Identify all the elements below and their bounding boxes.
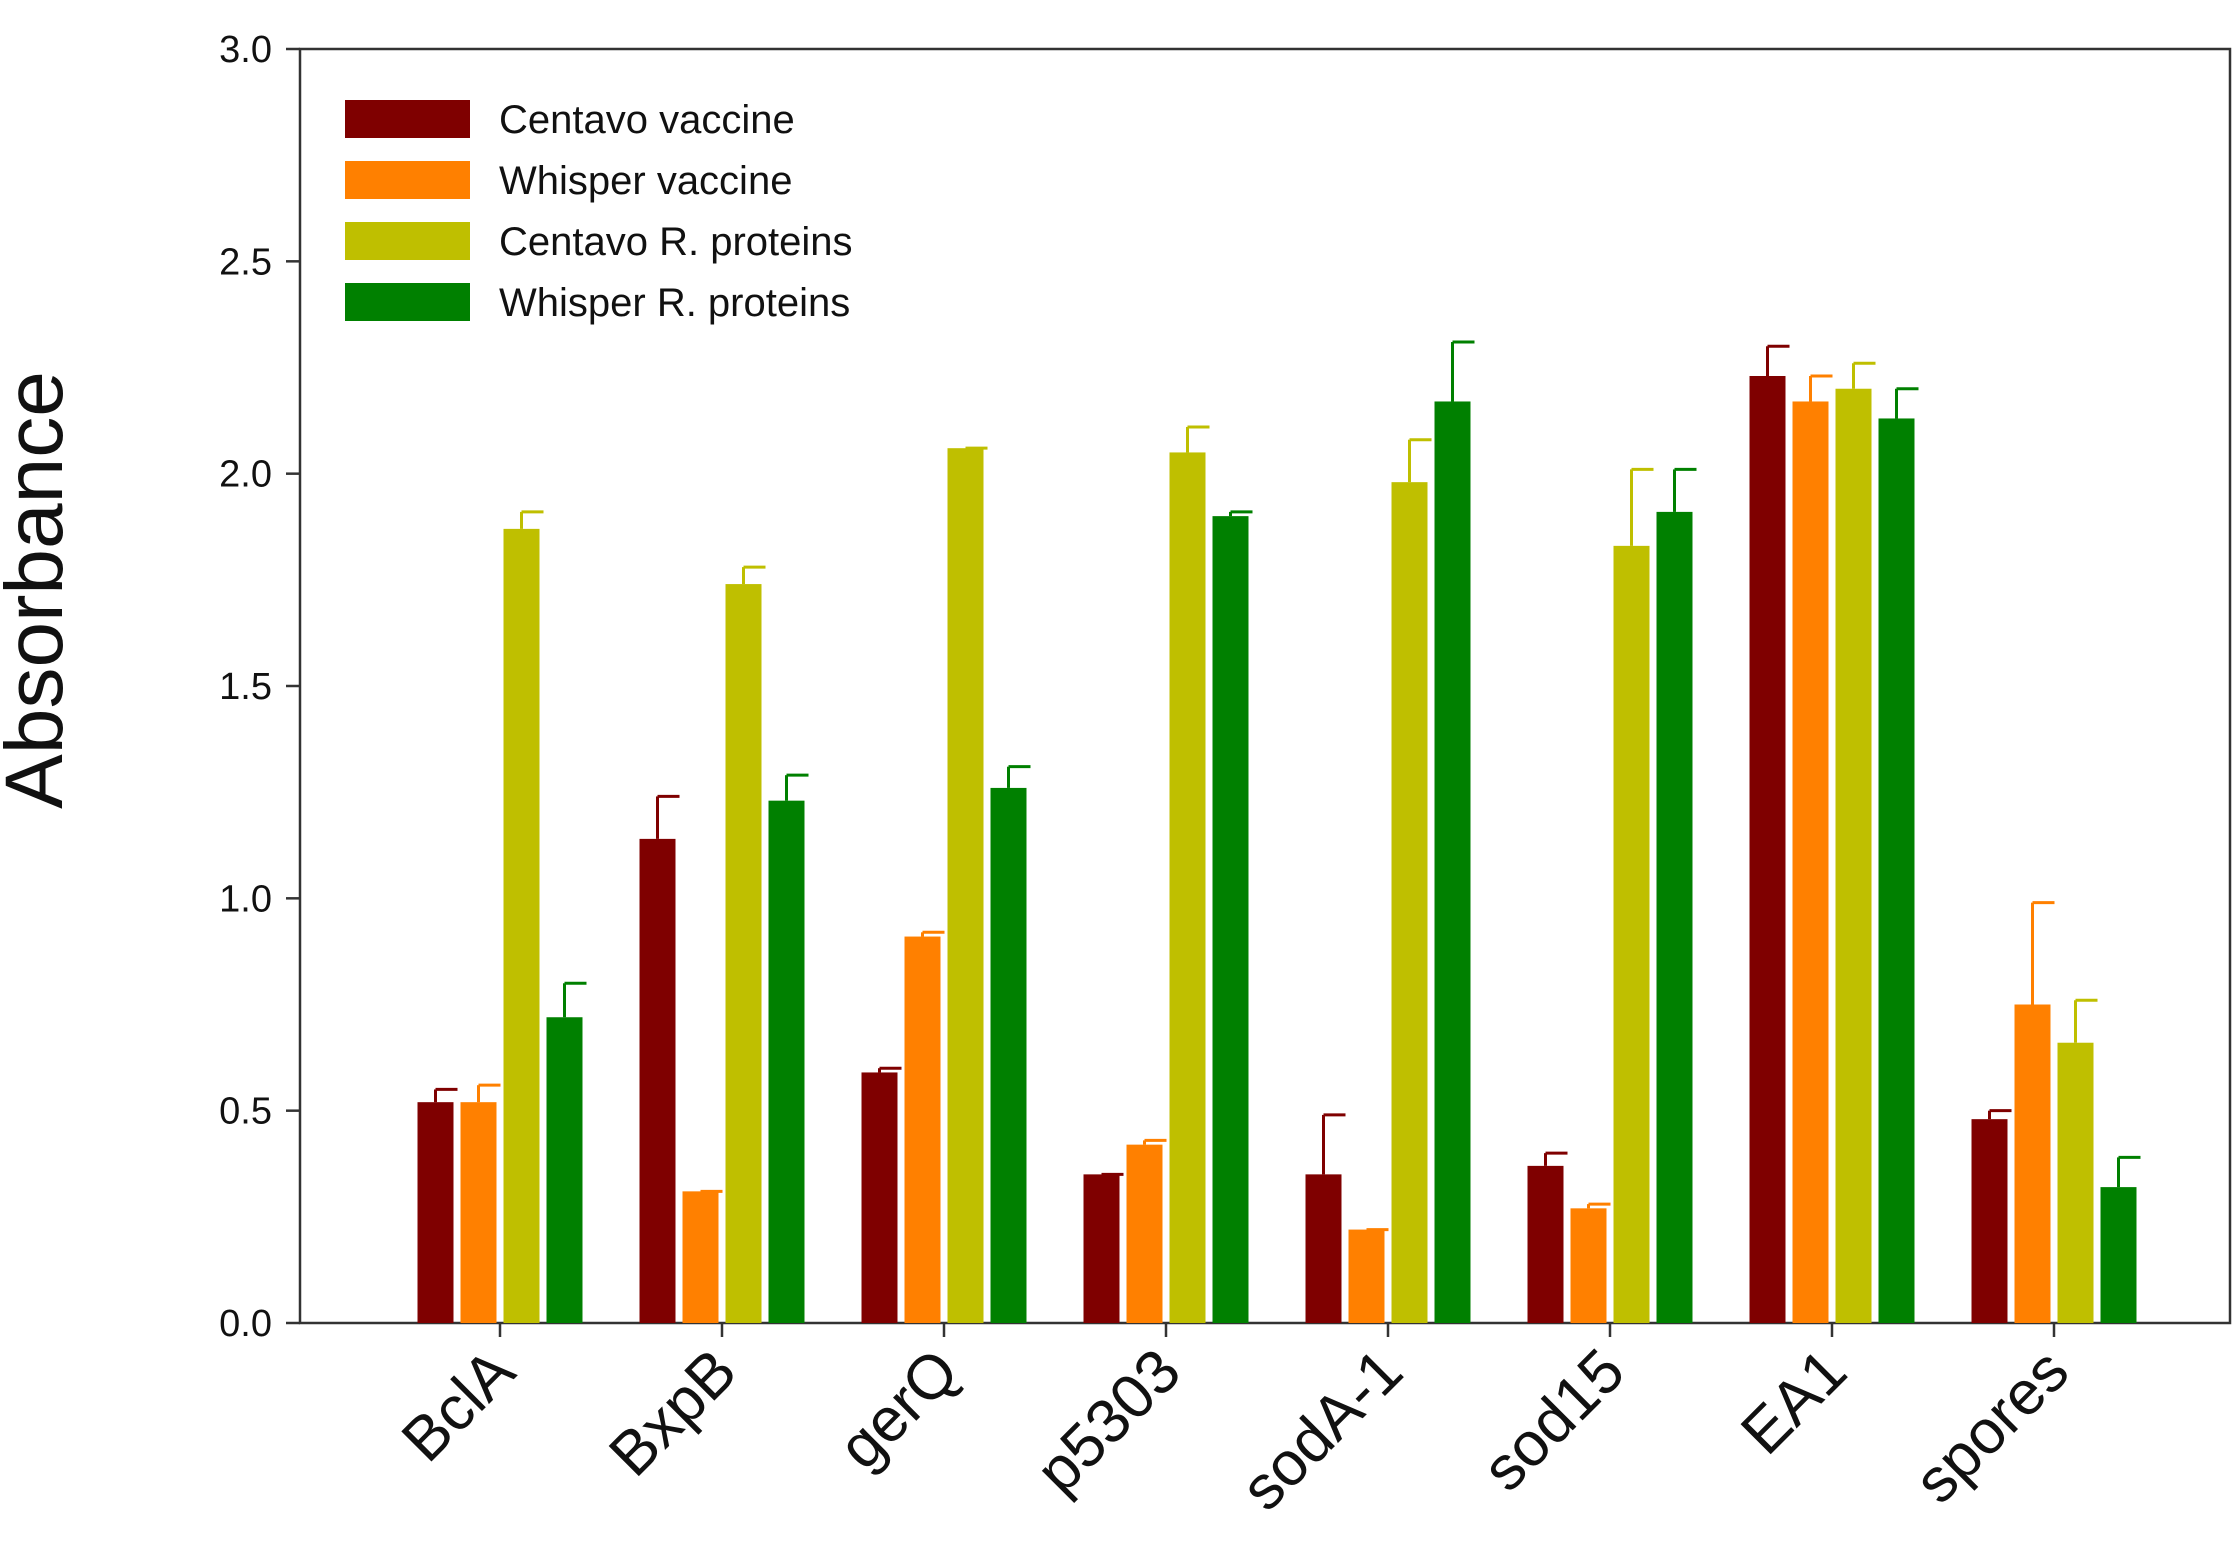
bar: [1656, 511, 1693, 1323]
legend: Centavo vaccine Whisper vaccine Centavo R.…: [345, 98, 853, 325]
bar: [1391, 482, 1428, 1323]
y-tick-label: 2.0: [219, 454, 272, 496]
y-tick-label: 1.0: [219, 878, 272, 920]
error-bars: [434, 340, 2141, 1232]
legend-swatch: [345, 161, 470, 199]
y-tick-label: 3.0: [219, 29, 272, 71]
bar: [1570, 1208, 1607, 1323]
bar: [947, 448, 984, 1324]
bar: [768, 800, 805, 1323]
legend-label: Centavo R. proteins: [499, 220, 853, 264]
bar: [1878, 418, 1915, 1324]
y-tick-label: 1.5: [219, 666, 272, 708]
bar: [1169, 452, 1206, 1323]
x-tick-label: sodA-1: [1228, 1336, 1416, 1524]
bar: [1971, 1119, 2008, 1323]
y-axis-label: Absorbance: [0, 371, 80, 809]
bar: [639, 838, 676, 1323]
bar: [1083, 1174, 1120, 1323]
y-tick-label: 0.5: [219, 1091, 272, 1133]
bar: [1613, 545, 1650, 1323]
legend-swatch: [345, 283, 470, 321]
bar: [990, 787, 1027, 1323]
bar: [1126, 1144, 1163, 1323]
bar: [2057, 1042, 2094, 1323]
x-tick-label: spores: [1902, 1336, 2082, 1516]
bar: [1434, 401, 1471, 1323]
bar: [1749, 375, 1786, 1323]
bar: [904, 936, 941, 1323]
x-tick-label: BclA: [389, 1336, 528, 1475]
y-axis: 0.0 0.5 1.0 1.5 2.0 2.5 3.0: [219, 29, 300, 1345]
bar: [1527, 1165, 1564, 1323]
bar: [861, 1072, 898, 1323]
x-tick-label: gerQ: [826, 1336, 972, 1482]
bar: [417, 1102, 454, 1323]
bar: [1792, 401, 1829, 1323]
y-tick-label: 2.5: [219, 241, 272, 283]
x-tick-label: sod15: [1470, 1336, 1638, 1504]
bar: [2100, 1187, 2137, 1323]
legend-swatch: [345, 222, 470, 260]
bar: [725, 584, 762, 1323]
legend-label: Whisper vaccine: [499, 159, 792, 203]
bar: [682, 1191, 719, 1323]
x-tick-label: p5303: [1023, 1336, 1194, 1507]
bar: [1348, 1229, 1385, 1323]
bar: [503, 528, 540, 1323]
bar: [1212, 516, 1249, 1323]
bars: [417, 375, 2137, 1324]
x-tick-label: EA1: [1728, 1336, 1860, 1468]
legend-label: Whisper R. proteins: [499, 281, 850, 325]
x-axis: BclA BxpB gerQ p5303 sodA-1 sod15 EA1 spores: [389, 1323, 2082, 1524]
x-tick-label: BxpB: [596, 1336, 750, 1490]
bar: [2014, 1004, 2051, 1323]
legend-label: Centavo vaccine: [499, 98, 795, 142]
bar: [1835, 388, 1872, 1323]
bar: [1305, 1174, 1342, 1323]
legend-swatch: [345, 100, 470, 138]
y-tick-label: 0.0: [219, 1303, 272, 1345]
bar: [460, 1102, 497, 1323]
bar: [546, 1017, 583, 1323]
